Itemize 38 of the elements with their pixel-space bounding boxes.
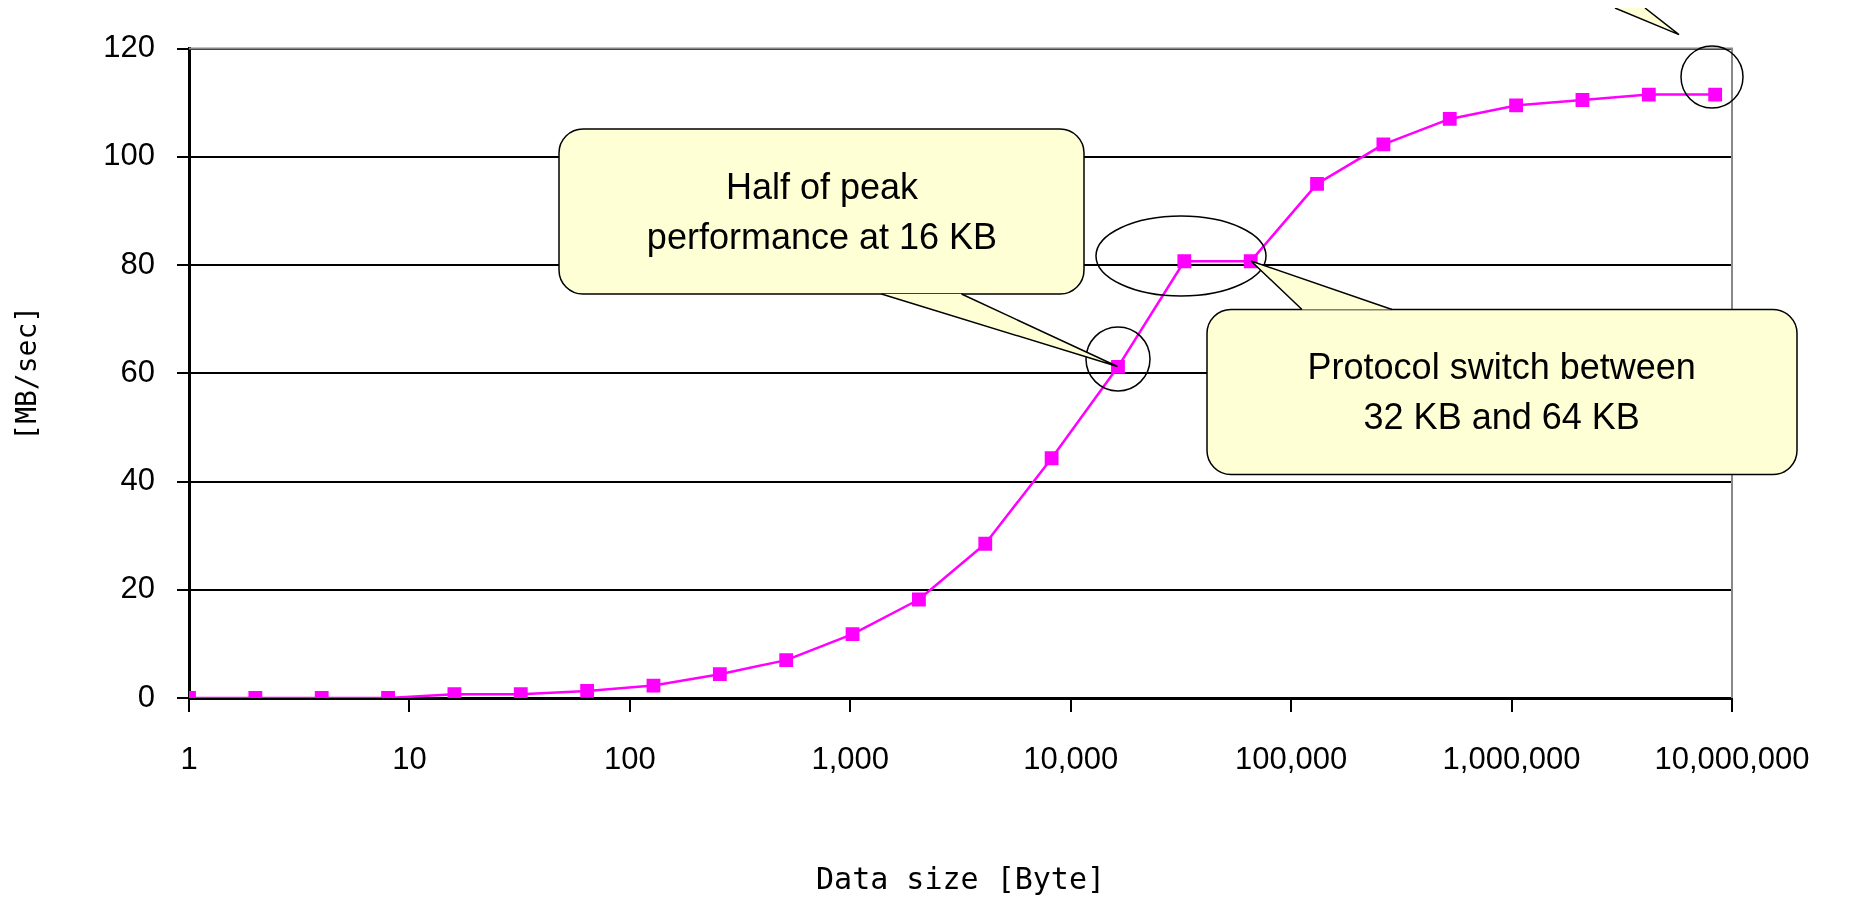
annotation: Half of peak performance at 16 KB [646,164,998,259]
point [1708,87,1723,102]
x-tick-label: 100,000 [1235,741,1348,777]
y-tick-label: 120 [103,29,155,65]
y-tick-label: 0 [137,678,155,714]
point [912,592,926,607]
x-tick-label: 1 [180,741,198,777]
point [1177,254,1192,269]
point [1310,176,1324,191]
x-tick-label: 10,000,000 [1654,741,1810,777]
x-tick-label: 10,000 [1023,741,1119,777]
x-tick-label: 1,000,000 [1442,741,1581,777]
point [1111,359,1125,374]
x-axis-title: Data size [Byte] [816,860,1105,896]
point [779,653,794,668]
point [580,684,595,698]
point [646,678,661,693]
point [1509,98,1524,113]
y-tick-label: 100 [103,137,155,173]
x-tick-label: 100 [603,741,656,777]
y-tick-label: 60 [120,353,155,389]
point [1641,87,1656,102]
point [712,667,727,682]
y-axis-title: [MB/sec] [10,305,44,441]
point [845,627,860,642]
y-tick-label: 40 [120,462,155,498]
x-tick-label: 1,000 [811,741,890,777]
point [1376,137,1391,152]
point [1575,93,1590,107]
y-tick-label: 80 [120,245,155,281]
point [978,536,993,551]
x-tick-label: 10 [392,741,427,777]
point [1442,112,1457,126]
annotation: Protocol switch between 32 KB and 64 KB [1307,345,1696,440]
point [513,687,528,698]
point [1044,451,1059,466]
y-tick-label: 20 [120,570,155,606]
point [447,687,462,698]
